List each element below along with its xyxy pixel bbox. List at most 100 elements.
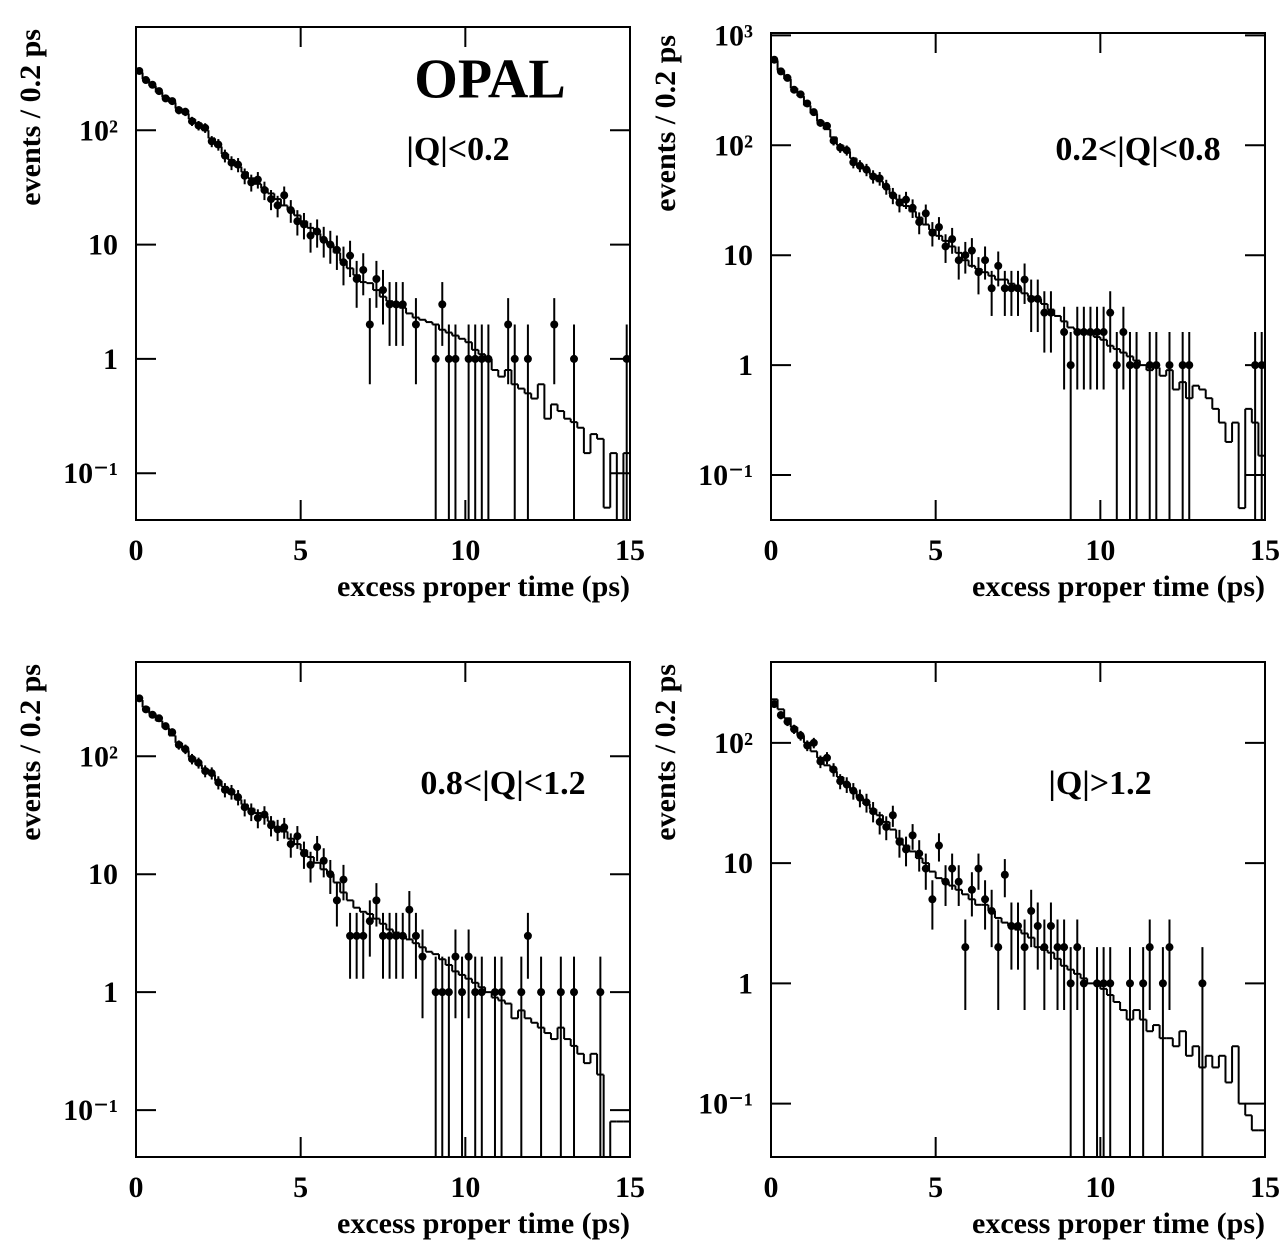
data-point	[908, 831, 917, 840]
data-point	[822, 121, 831, 130]
data-point	[1079, 328, 1088, 337]
data-point	[398, 931, 407, 940]
data-point	[1125, 361, 1134, 370]
data-point	[934, 223, 943, 232]
data-point	[135, 66, 144, 75]
data-point	[908, 203, 917, 212]
data-point	[941, 242, 950, 251]
plot-frame	[135, 661, 631, 1158]
data-point	[174, 740, 183, 749]
data-point	[1046, 921, 1055, 930]
data-point	[260, 810, 269, 819]
data-point	[365, 917, 374, 926]
data-point	[1139, 979, 1148, 988]
data-point	[286, 840, 295, 849]
data-point	[902, 845, 911, 854]
data-point	[1086, 328, 1095, 337]
data-point	[148, 710, 157, 719]
y-tick-label: 10²	[714, 727, 753, 760]
data-point	[809, 108, 818, 117]
data-point	[836, 143, 845, 152]
data-point	[596, 988, 605, 997]
x-tick-label: 10	[1085, 534, 1115, 567]
plot-frame	[770, 661, 1266, 1158]
data-point	[418, 952, 427, 961]
data-point	[796, 731, 805, 740]
data-point	[273, 201, 282, 210]
x-tick-label: 5	[928, 1171, 943, 1204]
data-point	[299, 220, 308, 229]
data-point	[306, 231, 315, 240]
data-point	[1066, 361, 1075, 370]
data-point	[1033, 294, 1042, 303]
data-point	[267, 821, 276, 830]
data-point	[155, 714, 164, 723]
data-point	[1066, 979, 1075, 988]
y-axis-title: events / 0.2 ps	[14, 29, 47, 206]
data-point	[379, 286, 387, 295]
data-point	[194, 758, 203, 767]
data-point	[1020, 275, 1029, 284]
data-point	[431, 354, 440, 363]
x-tick-label: 10	[450, 534, 480, 567]
data-point	[293, 217, 302, 226]
data-point	[510, 354, 519, 363]
data-point	[174, 106, 183, 115]
x-tick-label: 0	[764, 534, 779, 567]
data-point	[168, 97, 177, 106]
data-point	[135, 694, 144, 703]
y-tick-label: 10³	[714, 19, 753, 52]
data-point	[948, 864, 957, 873]
data-point	[987, 284, 996, 293]
data-point	[1027, 906, 1036, 915]
x-tick-label: 15	[615, 1171, 645, 1204]
data-point	[895, 198, 904, 207]
data-point	[187, 117, 196, 126]
plot-frame	[135, 26, 631, 521]
data-point	[981, 256, 990, 265]
data-point	[523, 354, 532, 363]
data-point	[313, 227, 322, 236]
data-point	[411, 320, 420, 329]
data-point	[537, 988, 546, 997]
data-point	[411, 931, 420, 940]
data-point	[1046, 308, 1055, 317]
data-point	[862, 165, 871, 174]
data-point	[477, 988, 486, 997]
y-tick-label: 10²	[79, 740, 118, 773]
data-point	[141, 76, 150, 85]
data-point	[875, 817, 884, 826]
data-point	[869, 807, 878, 816]
data-point	[477, 354, 486, 363]
data-point	[280, 823, 289, 832]
data-point	[783, 717, 792, 726]
data-point	[836, 777, 845, 786]
x-tick-label: 10	[450, 1171, 480, 1204]
data-point	[842, 780, 851, 789]
data-point	[234, 793, 243, 802]
data-point	[326, 870, 335, 879]
x-tick-label: 5	[928, 534, 943, 567]
data-point	[319, 235, 328, 244]
data-point	[829, 765, 838, 774]
data-point	[803, 741, 812, 750]
data-point	[227, 158, 236, 167]
data-point	[207, 769, 216, 778]
data-point	[280, 191, 289, 200]
data-point	[981, 895, 990, 904]
data-point	[1014, 284, 1022, 293]
data-point	[148, 80, 157, 89]
data-point	[967, 885, 976, 894]
plot-frame	[770, 32, 1266, 521]
data-point	[504, 320, 513, 329]
data-point	[267, 195, 276, 204]
data-point	[181, 745, 190, 754]
data-point	[332, 896, 341, 905]
data-point	[451, 952, 460, 961]
data-point	[1079, 979, 1088, 988]
data-point	[954, 877, 963, 886]
data-point	[941, 877, 950, 886]
data-point	[790, 725, 799, 734]
x-tick-label: 10	[1085, 1171, 1115, 1204]
data-point	[829, 136, 838, 145]
